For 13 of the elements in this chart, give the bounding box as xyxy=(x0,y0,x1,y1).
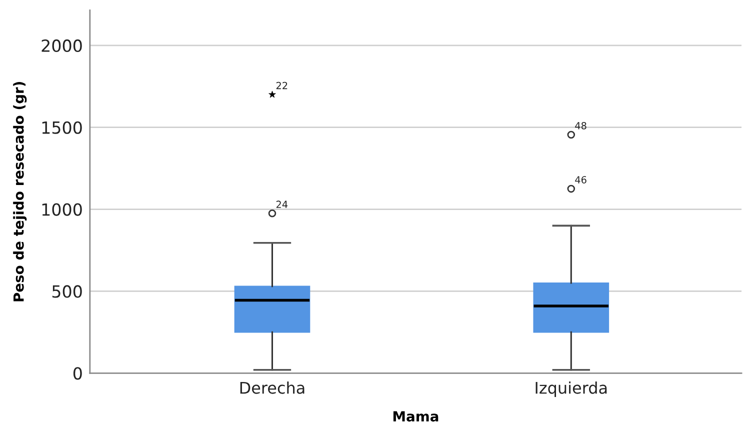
annotation: 48 xyxy=(575,122,586,130)
annotation: 46 xyxy=(575,176,586,184)
y-tick-label: 0 xyxy=(73,367,82,380)
y-tick-label: 1000 xyxy=(42,203,82,216)
x-tick-label: Izquierda xyxy=(536,381,607,397)
annotation: 22 xyxy=(276,82,288,90)
y-tick-label: 2000 xyxy=(42,39,82,52)
annotation: 24 xyxy=(276,200,288,208)
x-tick-label: Derecha xyxy=(240,381,304,394)
x-axis-title: Mama xyxy=(393,411,438,422)
y-axis-title: Peso de tejido resecado (gr) xyxy=(13,82,27,302)
y-tick-label: 1500 xyxy=(42,121,82,134)
y-tick-label: 500 xyxy=(52,285,82,298)
